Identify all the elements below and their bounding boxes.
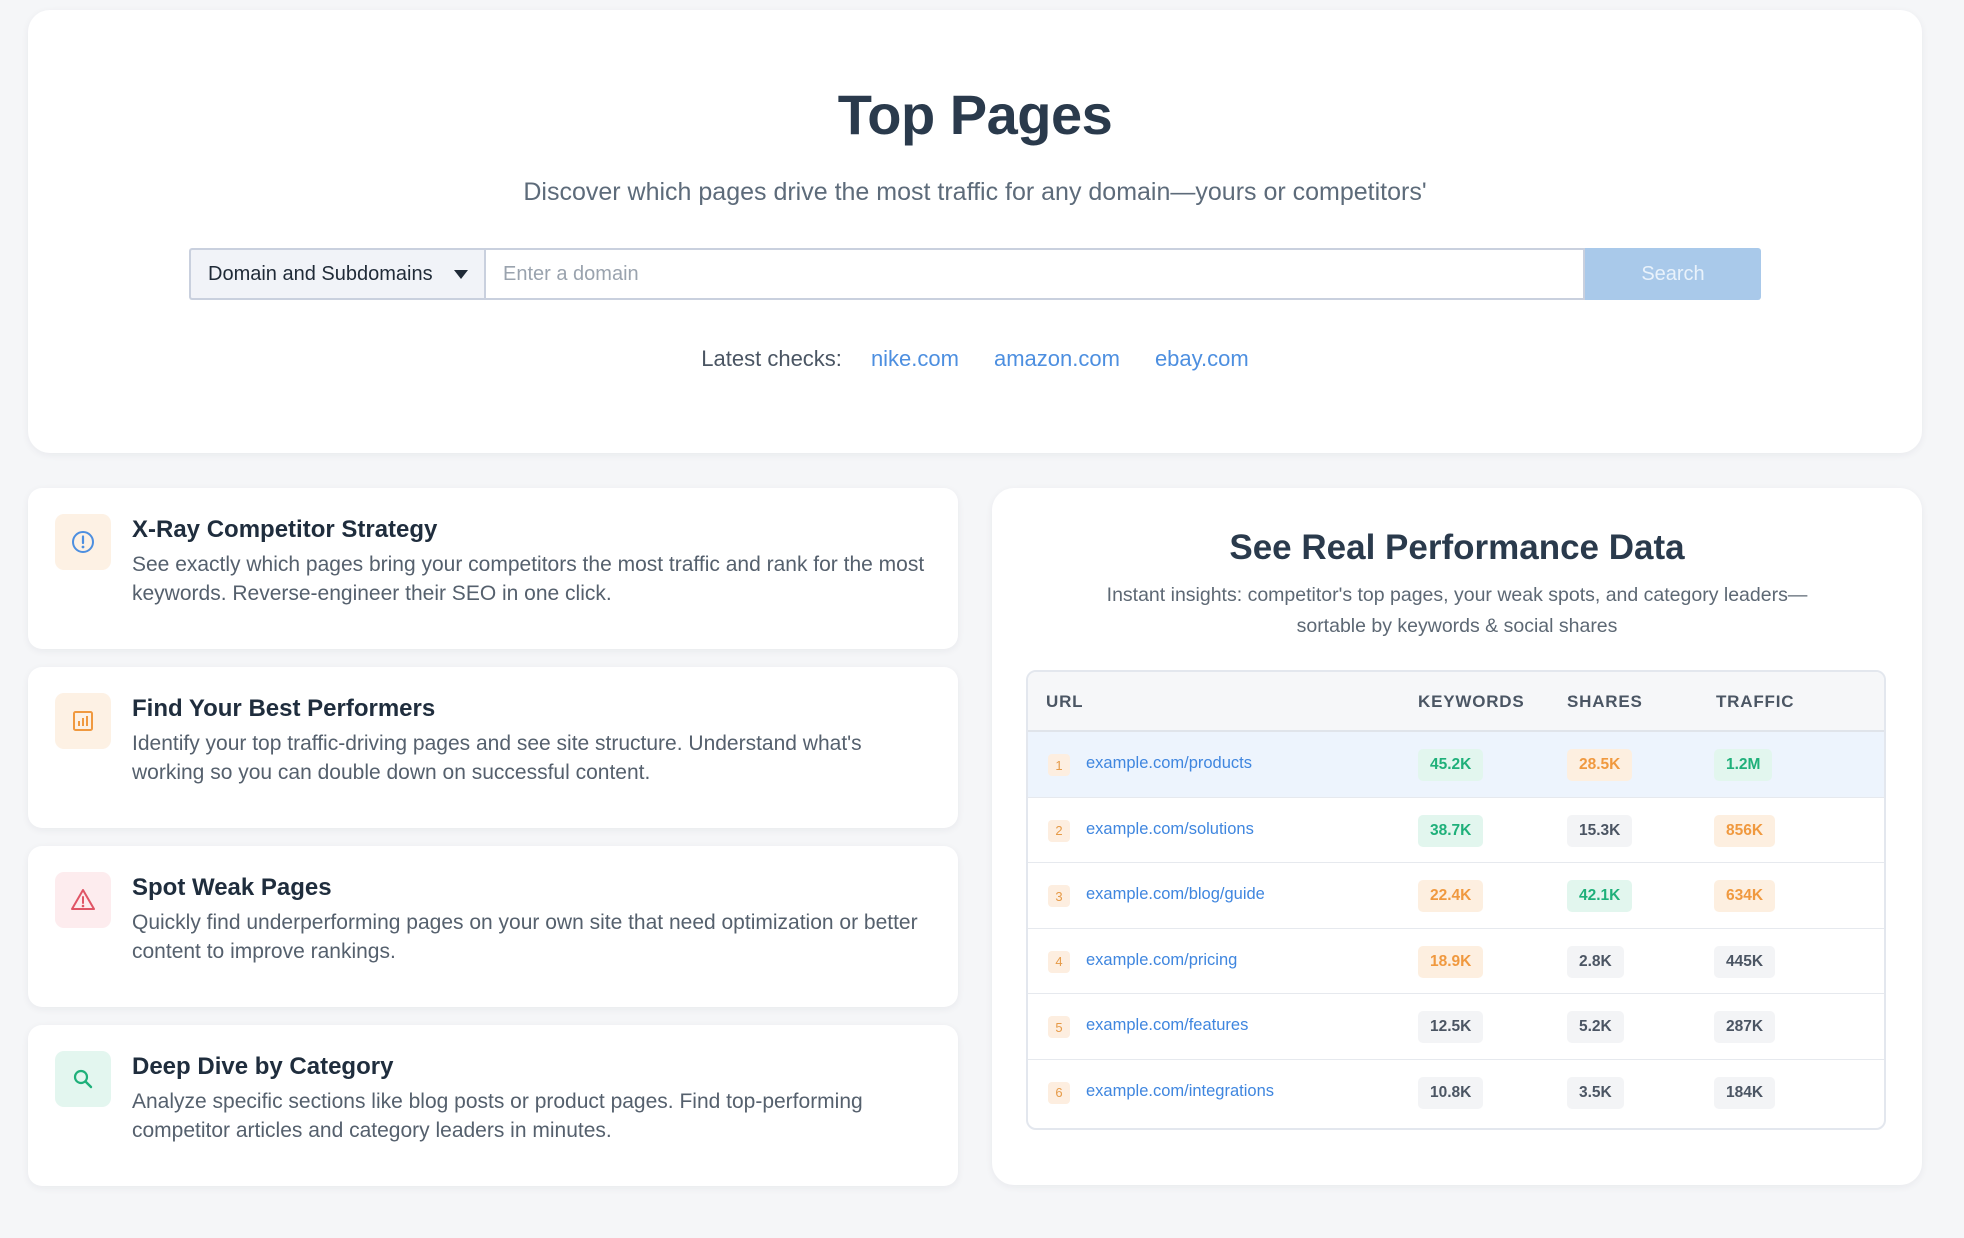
latest-check-link[interactable]: amazon.com — [993, 346, 1120, 371]
rank-badge: 1 — [1048, 754, 1070, 776]
keywords-value: 18.9K — [1418, 945, 1484, 978]
column-header-shares[interactable]: SHARES — [1567, 692, 1643, 711]
caret-down-icon — [454, 269, 468, 279]
feature-description: Identify your top traffic-driving pages … — [132, 732, 862, 784]
page-title: Top Pages — [837, 83, 1113, 146]
traffic-value: 856K — [1714, 814, 1776, 847]
rank-badge: 3 — [1048, 885, 1070, 907]
shares-value: 15.3K — [1567, 814, 1633, 847]
hero-panel: Top Pages Discover which pages drive the… — [28, 10, 1922, 453]
page-url-link[interactable]: example.com/solutions — [1086, 819, 1254, 838]
feature-icon-box — [55, 514, 111, 570]
table-row[interactable]: 1 example.com/products 45.2K 28.5K 1.2M — [1028, 732, 1884, 798]
traffic-value: 184K — [1714, 1076, 1776, 1109]
shares-value: 3.5K — [1567, 1076, 1624, 1109]
feature-description: Analyze specific sections like blog post… — [132, 1090, 863, 1142]
feature-card: Find Your Best Performers Identify your … — [28, 667, 958, 828]
latest-check-link[interactable]: nike.com — [870, 346, 959, 371]
shares-value: 5.2K — [1567, 1011, 1624, 1043]
page-url-link[interactable]: example.com/pricing — [1086, 950, 1238, 969]
traffic-value: 634K — [1714, 880, 1776, 912]
shares-value: 28.5K — [1567, 749, 1633, 781]
rank-badge: 5 — [1048, 1016, 1070, 1038]
top-pages-table: URL KEYWORDS SHARES TRAFFIC 1 example.com… — [1026, 670, 1886, 1130]
keywords-value: 38.7K — [1418, 814, 1484, 847]
feature-title: Deep Dive by Category — [132, 1053, 394, 1080]
feature-title: X-Ray Competitor Strategy — [132, 516, 438, 543]
table-row[interactable]: 6 example.com/integrations 10.8K 3.5K 184K — [1028, 1060, 1884, 1126]
search-bar: Domain and Subdomains Search — [189, 248, 1761, 300]
feature-card: Deep Dive by Category Analyze specific s… — [28, 1025, 958, 1186]
page-subtitle: Discover which pages drive the most traf… — [523, 178, 1427, 206]
column-header-traffic[interactable]: TRAFFIC — [1716, 692, 1795, 711]
scope-select[interactable]: Domain and Subdomains — [189, 248, 484, 300]
domain-input[interactable] — [484, 248, 1585, 300]
keywords-value: 12.5K — [1418, 1011, 1484, 1043]
rank-badge: 4 — [1048, 950, 1070, 973]
latest-checks-label: Latest checks: — [701, 346, 842, 371]
alert-circle-icon — [72, 531, 94, 553]
latest-check-link[interactable]: ebay.com — [1154, 346, 1249, 371]
rank-badge: 6 — [1048, 1081, 1070, 1104]
performance-panel: See Real Performance Data Instant insigh… — [992, 488, 1922, 1185]
column-header-url[interactable]: URL — [1046, 692, 1084, 711]
feature-card: X-Ray Competitor Strategy See exactly wh… — [28, 488, 958, 649]
traffic-value: 287K — [1714, 1011, 1776, 1043]
feature-description: Quickly find underperforming pages on yo… — [132, 911, 918, 963]
feature-icon-box — [55, 1051, 111, 1107]
feature-title: Find Your Best Performers — [132, 695, 436, 722]
shares-value: 42.1K — [1567, 880, 1633, 912]
table-header: URL KEYWORDS SHARES TRAFFIC — [1028, 672, 1884, 732]
rank-badge: 2 — [1048, 819, 1070, 842]
keywords-value: 45.2K — [1418, 749, 1484, 781]
traffic-value: 445K — [1714, 945, 1776, 978]
scope-select-value: Domain and Subdomains — [208, 262, 433, 285]
table-row[interactable]: 3 example.com/blog/guide 22.4K 42.1K 634K — [1028, 863, 1884, 929]
performance-subtitle: Instant insights: competitor's top pages… — [1106, 584, 1808, 637]
table-row[interactable]: 2 example.com/solutions 38.7K 15.3K 856K — [1028, 798, 1884, 863]
page-url-link[interactable]: example.com/products — [1086, 754, 1252, 772]
feature-description: See exactly which pages bring your compe… — [132, 553, 925, 605]
shares-value: 2.8K — [1567, 945, 1624, 978]
page-url-link[interactable]: example.com/features — [1086, 1016, 1249, 1034]
warning-triangle-icon — [71, 889, 95, 910]
table-row[interactable]: 4 example.com/pricing 18.9K 2.8K 445K — [1028, 929, 1884, 994]
page-url-link[interactable]: example.com/integrations — [1086, 1081, 1275, 1100]
keywords-value: 10.8K — [1418, 1076, 1484, 1109]
latest-checks: Latest checks: nike.com amazon.com ebay.… — [28, 346, 1922, 372]
traffic-value: 1.2M — [1714, 749, 1773, 781]
feature-card: Spot Weak Pages Quickly find underperfor… — [28, 846, 958, 1007]
performance-title: See Real Performance Data — [1229, 528, 1685, 567]
feature-icon-box — [55, 693, 111, 749]
keywords-value: 22.4K — [1418, 880, 1484, 912]
page-url-link[interactable]: example.com/blog/guide — [1086, 885, 1265, 903]
search-icon — [73, 1069, 93, 1089]
table-body: 1 example.com/products 45.2K 28.5K 1.2M 2 exam… — [1028, 732, 1884, 1125]
feature-title: Spot Weak Pages — [132, 874, 332, 901]
feature-icon-box — [55, 872, 111, 928]
table-row[interactable]: 5 example.com/features 12.5K 5.2K 287K — [1028, 994, 1884, 1060]
bar-chart-icon — [73, 711, 93, 731]
column-header-keywords[interactable]: KEYWORDS — [1418, 692, 1525, 711]
search-button[interactable]: Search — [1585, 248, 1761, 300]
